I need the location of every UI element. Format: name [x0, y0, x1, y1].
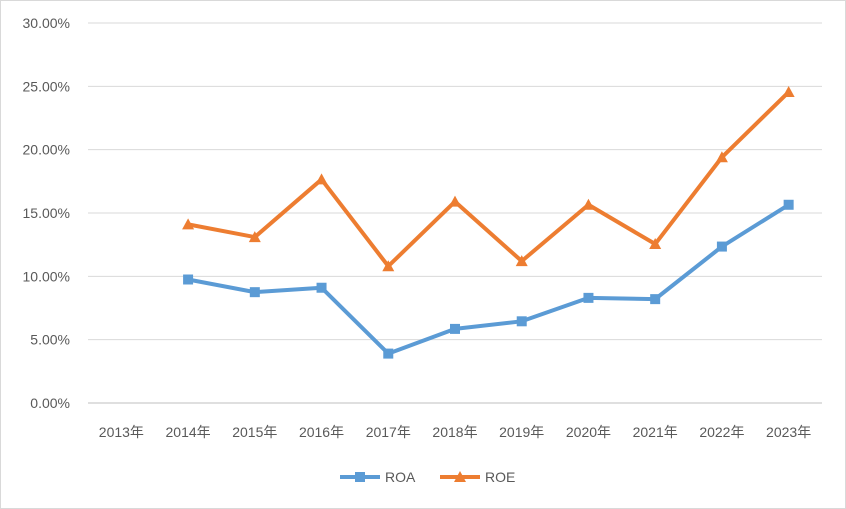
data-point — [249, 287, 260, 298]
data-point — [516, 316, 527, 327]
data-point — [183, 274, 194, 285]
legend-marker — [454, 471, 466, 482]
data-point — [449, 195, 461, 207]
x-tick-label: 2015年 — [232, 424, 277, 440]
x-tick-label: 2021年 — [633, 424, 678, 440]
data-point — [515, 255, 528, 267]
data-point — [582, 198, 595, 210]
x-tick-label: 2020年 — [566, 424, 611, 440]
data-point — [782, 86, 795, 98]
y-tick-label: 15.00% — [23, 205, 70, 221]
y-tick-label: 20.00% — [23, 142, 70, 158]
data-point — [248, 231, 261, 243]
x-tick-label: 2022年 — [699, 424, 744, 440]
x-tick-label: 2016年 — [299, 424, 344, 440]
y-tick-label: 30.00% — [23, 15, 70, 31]
y-tick-label: 5.00% — [30, 332, 70, 348]
x-tick-label: 2018年 — [432, 424, 477, 440]
data-point — [382, 260, 395, 272]
x-tick-label: 2017年 — [366, 424, 411, 440]
y-tick-label: 10.00% — [23, 268, 70, 284]
data-point — [383, 348, 394, 359]
data-point — [182, 218, 195, 230]
data-point — [315, 173, 328, 185]
series-line-roe — [186, 90, 791, 269]
data-point — [649, 238, 662, 250]
data-point — [715, 151, 728, 163]
data-point — [716, 241, 727, 252]
y-tick-label: 25.00% — [23, 78, 70, 94]
data-point — [316, 282, 327, 293]
legend-marker — [355, 472, 365, 482]
data-point — [650, 294, 661, 305]
data-point — [583, 292, 594, 303]
y-tick-label: 0.00% — [30, 395, 70, 411]
data-point — [783, 199, 794, 210]
x-tick-label: 2019年 — [499, 424, 544, 440]
x-tick-label: 2023年 — [766, 424, 811, 440]
x-tick-label: 2014年 — [166, 424, 211, 440]
legend-label: ROE — [485, 469, 515, 485]
x-tick-label: 2013年 — [99, 424, 144, 440]
legend-label: ROA — [385, 469, 416, 485]
data-point — [450, 323, 460, 334]
series-line-roa — [186, 202, 791, 356]
